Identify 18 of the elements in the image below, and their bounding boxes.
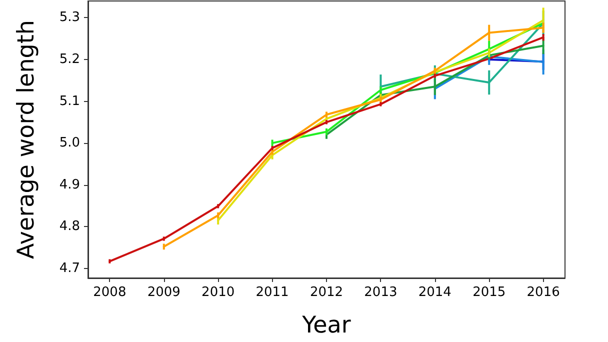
y-tick-label: 4.8 <box>59 219 80 234</box>
x-tick-label: 2008 <box>93 285 126 300</box>
y-tick-label: 5.2 <box>59 52 80 67</box>
x-tick-label: 2012 <box>310 285 344 300</box>
x-tick-label: 2016 <box>526 285 560 300</box>
y-tick-label: 5.3 <box>59 10 80 26</box>
x-axis-title: Year <box>301 312 352 338</box>
x-tick-label: 2010 <box>202 285 235 300</box>
x-tick-label: 2014 <box>418 285 452 300</box>
y-axis-title: Average word length <box>14 20 40 259</box>
x-tick-label: 2015 <box>472 285 506 300</box>
x-tick-label: 2011 <box>256 285 289 300</box>
y-tick-label: 4.9 <box>59 177 80 192</box>
x-tick-label: 2013 <box>364 285 398 300</box>
y-tick-label: 4.7 <box>59 260 80 276</box>
y-tick-label: 5.0 <box>59 136 80 151</box>
x-tick-label: 2009 <box>147 285 180 300</box>
y-tick-label: 5.1 <box>59 94 80 109</box>
